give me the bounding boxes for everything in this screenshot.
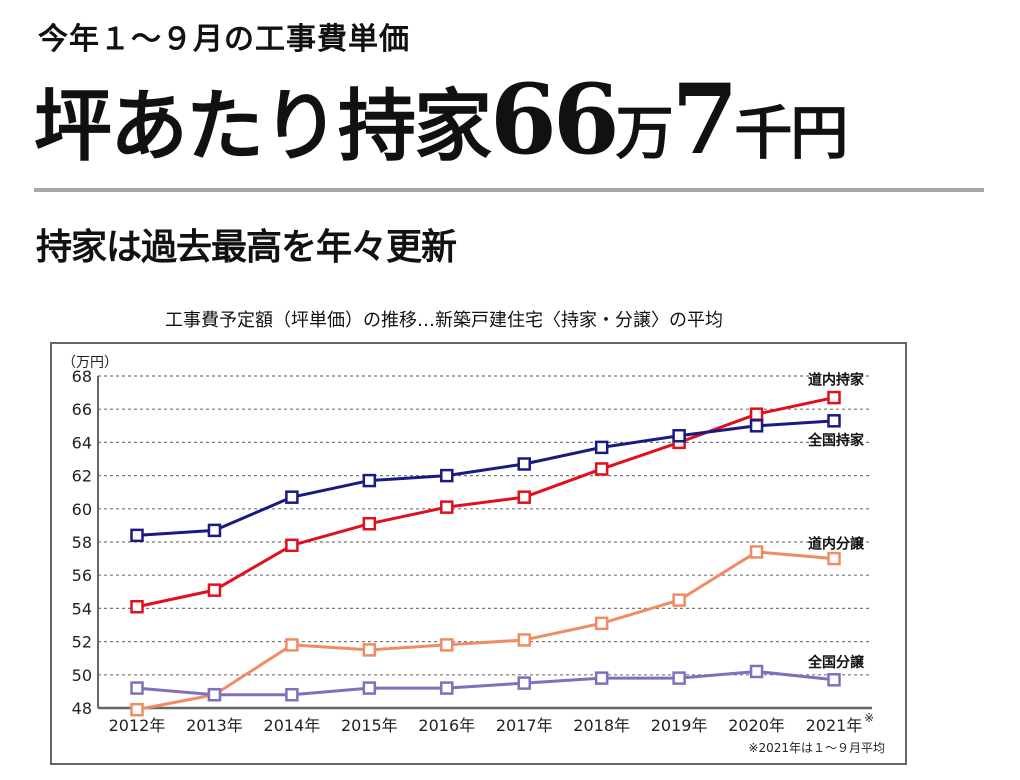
data-point: [672, 671, 686, 685]
data-point: [440, 638, 454, 652]
series-line: [136, 669, 835, 697]
data-point: [827, 414, 841, 428]
headline-prefix: 坪あたり持家: [34, 81, 492, 172]
x-tick-label: 2019年: [651, 716, 708, 735]
data-point: [517, 490, 531, 504]
series-lines: [130, 390, 841, 717]
y-tick-label: 54: [72, 599, 92, 618]
data-point: [517, 633, 531, 647]
series-0: [130, 390, 841, 614]
series-line: [136, 419, 835, 537]
data-point: [362, 681, 377, 695]
y-tick-label: 66: [72, 400, 92, 419]
headline-number-man: 66: [490, 63, 620, 176]
data-point: [749, 407, 764, 421]
y-tick-label: 60: [72, 500, 92, 519]
data-point: [594, 440, 609, 455]
series-label: 道内分譲: [808, 536, 865, 553]
data-point: [594, 671, 609, 685]
subheading: 持家は過去最高を年々更新: [36, 226, 457, 268]
data-point: [517, 676, 531, 690]
headline-unit-man: 万: [615, 99, 674, 167]
data-point: [130, 681, 144, 695]
y-tick-label: 52: [72, 633, 92, 652]
data-point: [362, 643, 377, 657]
x-tick-labels: 2012年 2013年 2014年 2015年 2016年 2017年 2018年 2019年…: [109, 711, 874, 735]
series-2: [130, 545, 841, 717]
x-tick-label: 2012年: [109, 716, 166, 735]
footnote: ※2021年は１～９月平均: [748, 741, 885, 755]
data-point: [827, 390, 841, 405]
data-point: [285, 538, 299, 553]
grid-lines: [98, 375, 872, 676]
data-point: [827, 673, 841, 687]
data-point: [207, 687, 222, 702]
data-point: [362, 473, 377, 488]
data-point: [285, 490, 299, 504]
data-point: [440, 681, 454, 695]
y-tick-label: 58: [72, 533, 92, 552]
y-tick-label: 56: [72, 566, 92, 585]
x-tick-label: 2013年: [186, 716, 243, 735]
series-label: 全国分譲: [807, 654, 865, 671]
x-tick-footnote-mark: ※: [864, 711, 874, 725]
data-point: [672, 593, 686, 607]
data-point: [672, 429, 686, 443]
x-tick-label: 2021年: [806, 716, 863, 735]
headline: 坪あたり持家66万7千円: [34, 70, 848, 183]
data-point: [130, 599, 144, 614]
data-point: [827, 551, 841, 566]
data-point: [285, 687, 299, 702]
x-tick-label: 2016年: [418, 716, 475, 735]
data-point: [362, 516, 377, 531]
data-point: [207, 583, 222, 597]
data-point: [285, 638, 299, 652]
series-line: [136, 550, 835, 712]
data-point: [749, 664, 764, 679]
series-label: 道内持家: [808, 372, 865, 389]
series-line: [136, 396, 835, 609]
y-tick-labels: 48 50 52 54 56 58 60 62 64 66 68: [72, 367, 92, 718]
data-point: [440, 468, 454, 483]
series-label: 全国持家: [807, 432, 865, 449]
y-tick-label: 50: [72, 666, 92, 685]
x-tick-label: 2017年: [496, 716, 553, 735]
x-tick-label: 2020年: [728, 716, 785, 735]
y-tick-label: 68: [72, 367, 92, 386]
headline-unit-senen: 千円: [734, 99, 848, 167]
data-point: [440, 500, 454, 514]
divider-rule: [34, 188, 984, 192]
data-point: [594, 616, 609, 631]
kicker-heading: 今年１～９月の工事費単価: [38, 22, 410, 57]
series-1: [130, 414, 841, 543]
series-3: [130, 664, 841, 702]
x-tick-label: 2018年: [573, 716, 630, 735]
chart-frame: [50, 342, 907, 765]
y-tick-label: 48: [72, 699, 92, 718]
x-tick-label: 2015年: [341, 716, 398, 735]
headline-number-sen: 7: [671, 63, 739, 176]
data-point: [749, 545, 764, 559]
data-point: [130, 702, 144, 717]
y-axis-unit-label: （万円）: [62, 355, 118, 371]
data-point: [207, 523, 222, 538]
x-tick-label: 2014年: [264, 716, 321, 735]
data-point: [594, 462, 609, 476]
data-point: [749, 419, 764, 433]
axes: [97, 376, 872, 710]
data-point: [517, 457, 531, 471]
y-tick-label: 64: [72, 433, 92, 452]
chart-title: 工事費予定額（坪単価）の推移…新築戸建住宅〈持家・分譲〉の平均: [165, 310, 723, 331]
data-point: [130, 528, 144, 543]
y-tick-label: 62: [72, 467, 92, 486]
